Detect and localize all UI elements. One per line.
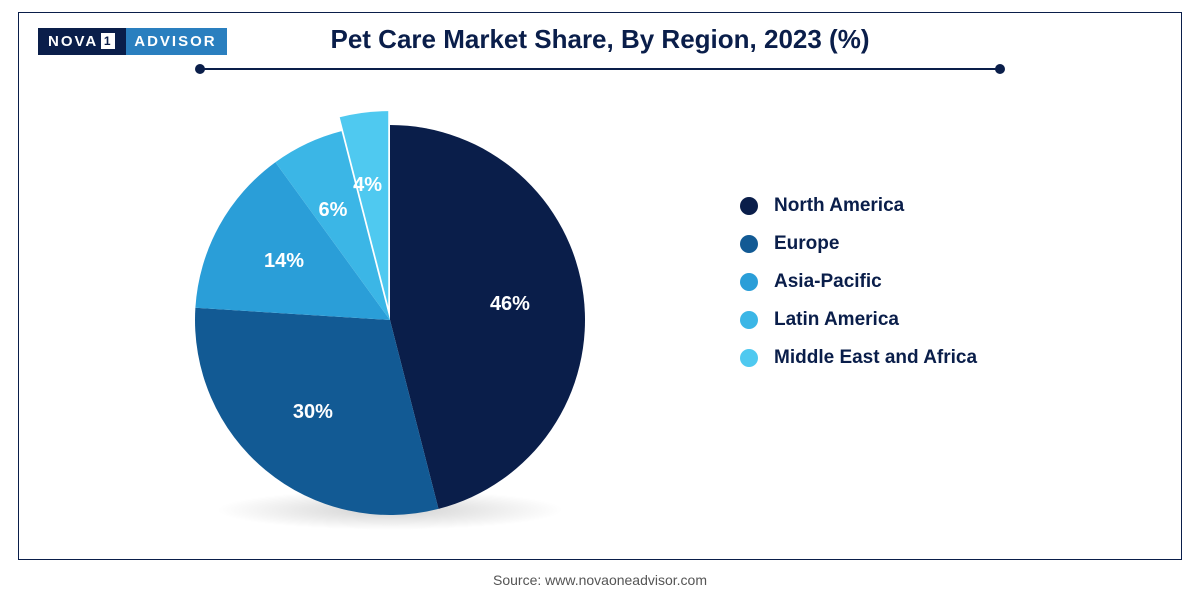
legend-label: Latin America — [774, 309, 899, 331]
slice-label: 6% — [319, 199, 348, 222]
legend: North America Europe Asia-Pacific Latin Ame… — [740, 195, 977, 385]
rule-dot-right — [995, 64, 1005, 74]
legend-label: Asia-Pacific — [774, 271, 882, 293]
pie-chart: 46% 30% 14% 6%4% — [160, 90, 620, 540]
legend-label: Middle East and Africa — [774, 347, 977, 369]
legend-dot-icon — [740, 235, 758, 253]
legend-item: Asia-Pacific — [740, 271, 977, 293]
legend-item: Europe — [740, 233, 977, 255]
slice-label: 14% — [264, 250, 304, 273]
title-underline — [200, 68, 1000, 70]
legend-item: North America — [740, 195, 977, 217]
slice-label: 30% — [293, 401, 333, 424]
legend-dot-icon — [740, 311, 758, 329]
slice-label: 46% — [490, 293, 530, 316]
rule-dot-left — [195, 64, 205, 74]
legend-dot-icon — [740, 197, 758, 215]
chart-title: Pet Care Market Share, By Region, 2023 (… — [0, 24, 1200, 55]
pie-svg — [160, 90, 620, 550]
legend-label: North America — [774, 195, 904, 217]
legend-item: Latin America — [740, 309, 977, 331]
legend-label: Europe — [774, 233, 839, 255]
source-attribution: Source: www.novaoneadvisor.com — [0, 572, 1200, 588]
legend-dot-icon — [740, 273, 758, 291]
legend-item: Middle East and Africa — [740, 347, 977, 369]
legend-dot-icon — [740, 349, 758, 367]
slice-label: 4% — [353, 174, 382, 197]
